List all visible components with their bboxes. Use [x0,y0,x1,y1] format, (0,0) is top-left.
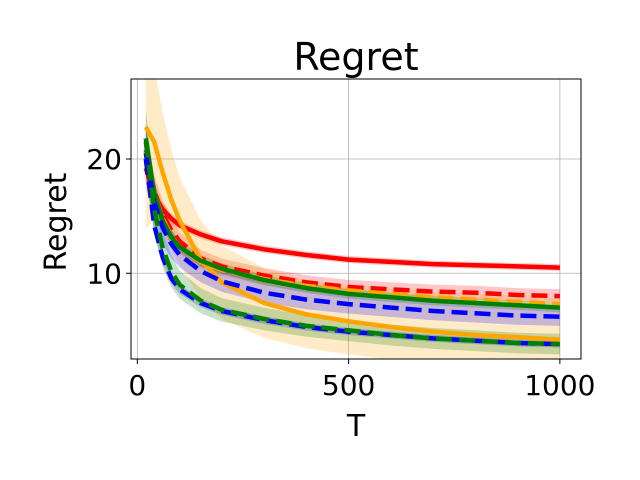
x-tick-label: 500 [322,369,375,402]
y-tick-label: 20 [86,143,122,176]
x-tick-label: 0 [128,369,146,402]
axis-ticks: 0 500 1000 10 20 [86,143,595,402]
series-1-line [143,167,560,270]
series-5-line [143,138,561,310]
series-8-line [143,141,560,347]
chart-title: Regret [293,35,418,79]
series-6-line [143,152,560,319]
x-axis-label: T [346,409,366,444]
x-tick-label: 1000 [524,369,595,402]
plot-frame [130,78,582,360]
series-lines [143,125,561,347]
series-3-line [143,125,561,342]
y-axis-label: Regret [39,172,74,271]
y-tick-label: 10 [86,257,122,290]
